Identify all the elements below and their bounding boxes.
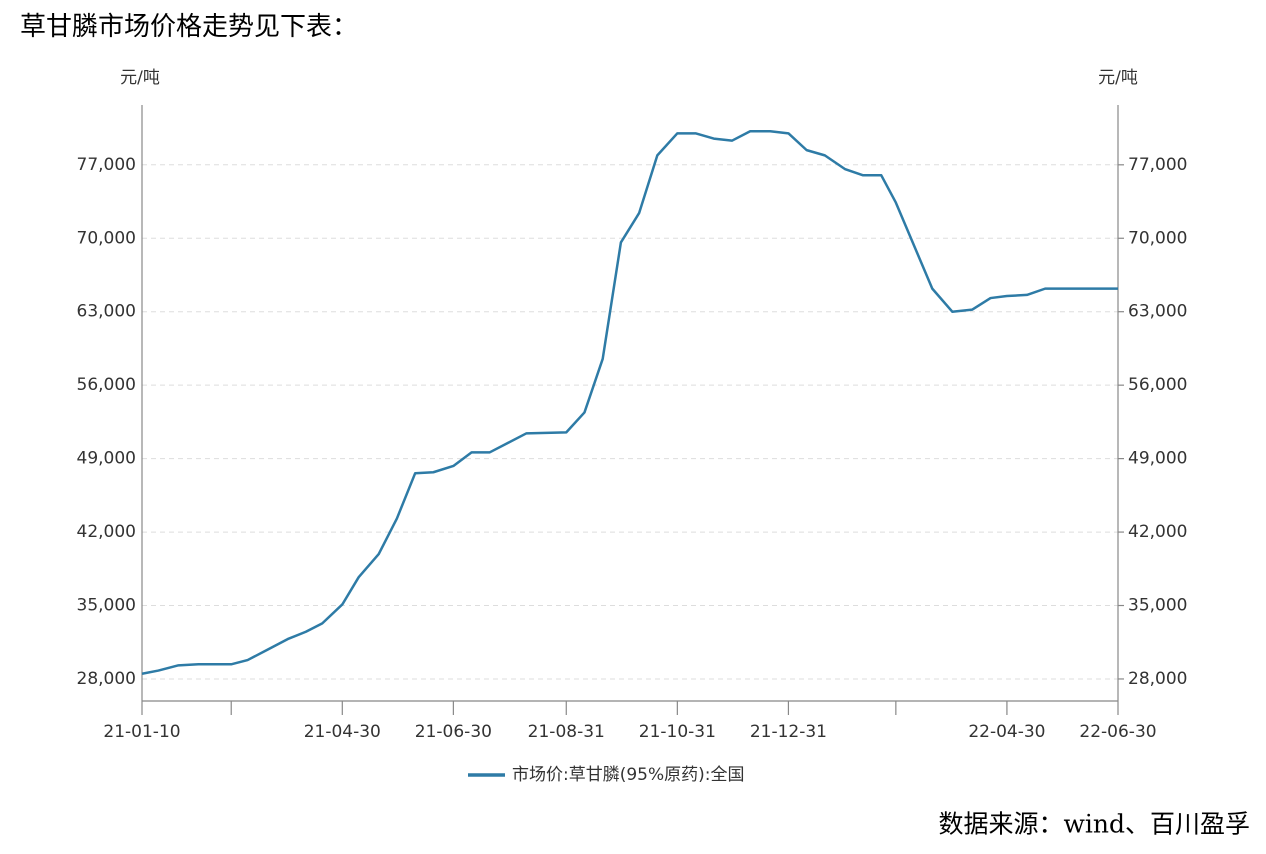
x-tick-label: 21-01-10 [103,722,180,742]
y-tick-label: 28,000 [77,669,136,689]
x-tick-label: 21-06-30 [415,722,492,742]
y-tick-label: 63,000 [77,302,136,322]
x-tick-label: 21-10-31 [639,722,716,742]
y-tick-label: 42,000 [77,522,136,542]
y-tick-label: 49,000 [77,449,136,469]
y-tick-label: 56,000 [77,375,136,395]
data-line [141,129,1118,675]
x-tick-label: 21-12-31 [750,722,827,742]
y2-tick-label: 49,000 [1128,449,1187,469]
chart-title: 草甘膦市场价格走势见下表： [20,12,358,42]
x-tick-label: 21-08-31 [528,722,605,742]
y2-tick-label: 70,000 [1128,228,1187,248]
y-tick-label: 35,000 [77,596,136,616]
y-axis-label: 元/吨 [120,68,160,88]
x-tick-label: 22-06-30 [1079,722,1156,742]
x-tick-label: 22-04-30 [968,722,1045,742]
legend-label: 市场价:草甘膦(95%原药):全国 [512,765,745,785]
y-tick-label: 70,000 [77,228,136,248]
x-tick-label: 21-04-30 [304,722,381,742]
y2-tick-label: 77,000 [1128,155,1187,175]
y2-tick-label: 28,000 [1128,669,1187,689]
y2-tick-label: 42,000 [1128,522,1187,542]
y-tick-label: 77,000 [77,155,136,175]
y2-axis-label: 元/吨 [1098,68,1138,88]
y2-tick-label: 63,000 [1128,302,1187,322]
y2-tick-label: 56,000 [1128,375,1187,395]
y2-tick-label: 35,000 [1128,596,1187,616]
source-note: 数据来源：wind、百川盈孚 [939,810,1251,839]
